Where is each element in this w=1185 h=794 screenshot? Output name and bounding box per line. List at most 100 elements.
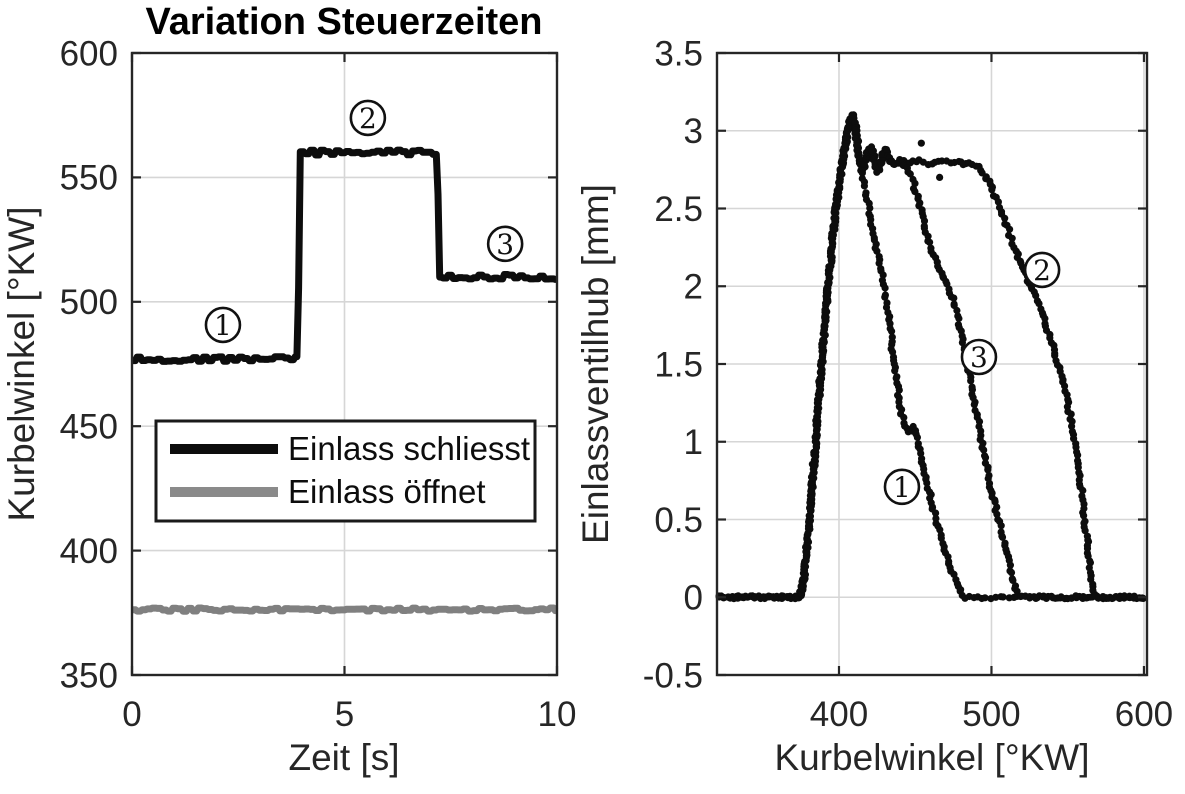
data-point [1120,592,1128,600]
data-point [1099,593,1107,601]
data-point [801,558,809,566]
data-point [1074,463,1082,471]
data-point [1072,592,1080,600]
data-point [806,504,814,512]
data-point [1009,576,1017,585]
data-point [1041,314,1049,323]
data-point [804,530,812,539]
data-point [1074,451,1082,459]
series-line-einlass-schliesst [130,146,559,365]
data-point [844,124,852,132]
circled-number-annotation: 3 [960,338,998,376]
data-point [881,293,889,301]
right-plot-axes-and-series: 400 500 600 -0.5 0 0.5 1 1.5 2 2.5 3 3.5 1 2 3 [643,34,1173,734]
data-point [906,170,914,178]
annotation-circle [486,225,524,263]
legend-box [154,419,537,523]
left-plot-ylabel: Kurbelwinkel [°KW] [1,206,42,521]
data-point [970,401,978,409]
data-point [980,446,988,454]
legend-label-einlass-schliesst: Einlass schliesst [288,430,530,467]
circled-number-annotation: 1 [883,468,921,506]
data-point [1068,422,1076,430]
data-point [926,238,934,246]
y-tick-label: 3 [684,112,703,151]
y-tick-label: -0.5 [643,656,703,695]
data-point [988,186,996,194]
annotation-circle [1023,251,1061,289]
data-point [878,150,886,158]
annotation-circle [960,338,998,376]
left-plot-title: Variation Steuerzeiten [145,1,542,43]
series-group [130,146,559,615]
data-point [724,593,733,601]
data-point [808,487,816,495]
data-point [873,247,881,255]
data-point [967,377,975,385]
annotation-digit: 1 [893,471,911,504]
data-point [1007,569,1016,577]
data-point [868,147,876,155]
right-plot: 400 500 600 -0.5 0 0.5 1 1.5 2 2.5 3 3.5 1 2 3 Kurbelw… [575,34,1173,778]
y-tick-label: 400 [60,532,118,571]
y-tick-label: 3.5 [654,34,703,73]
data-point [999,593,1007,601]
right-plot-xlabel: Kurbelwinkel [°KW] [774,737,1089,778]
left-plot-xlabel: Zeit [s] [288,737,399,778]
y-tick-label: 1 [684,423,703,462]
data-point [913,433,922,441]
annotation-circle [349,99,387,137]
data-point [1080,512,1088,520]
x-tick-label: 5 [335,695,354,734]
annotation-digit: 3 [970,341,988,374]
data-point [981,594,989,602]
x-tick-label: 0 [122,695,141,734]
circled-number-annotation: 3 [486,225,524,263]
data-point [888,327,896,335]
data-point [920,217,929,225]
data-point [950,294,958,302]
data-point [1035,300,1043,308]
y-tick-label: 1.5 [654,345,703,384]
stray-data-point [917,139,925,147]
data-point [881,284,889,292]
data-point [831,205,839,213]
data-point [882,146,891,154]
data-point [837,171,845,179]
data-point [829,231,838,239]
annotation-digit: 2 [1033,254,1051,287]
data-point [823,285,831,293]
scatter-series-3 [717,112,1146,603]
data-point [823,292,831,300]
data-point [984,466,992,474]
circled-number-annotation: 2 [349,99,387,137]
y-tick-label: 600 [60,34,118,73]
data-point [833,193,842,201]
data-point [891,367,899,375]
data-point [835,183,843,191]
annotation-digit: 1 [214,309,232,342]
data-point [827,253,835,261]
data-point [932,509,940,517]
annotation-digit: 2 [359,102,377,135]
annotation-circle [204,306,242,344]
data-point [1033,594,1041,602]
y-tick-label: 350 [60,656,118,695]
series-line-einlass-öffnet [130,604,559,615]
annotation-circle [883,468,921,506]
scatter-series-2 [715,111,1147,603]
y-tick-label: 0 [684,579,703,618]
y-tick-label: 0.5 [654,501,703,540]
data-point [866,204,874,212]
x-tick-label: 600 [1115,695,1173,734]
data-point [821,318,829,326]
data-point [1006,225,1014,233]
data-point [812,427,821,435]
data-point [1061,382,1069,390]
data-point [981,454,990,462]
x-tick-label: 400 [810,695,868,734]
y-tick-label: 500 [60,283,118,322]
data-point [821,305,830,313]
